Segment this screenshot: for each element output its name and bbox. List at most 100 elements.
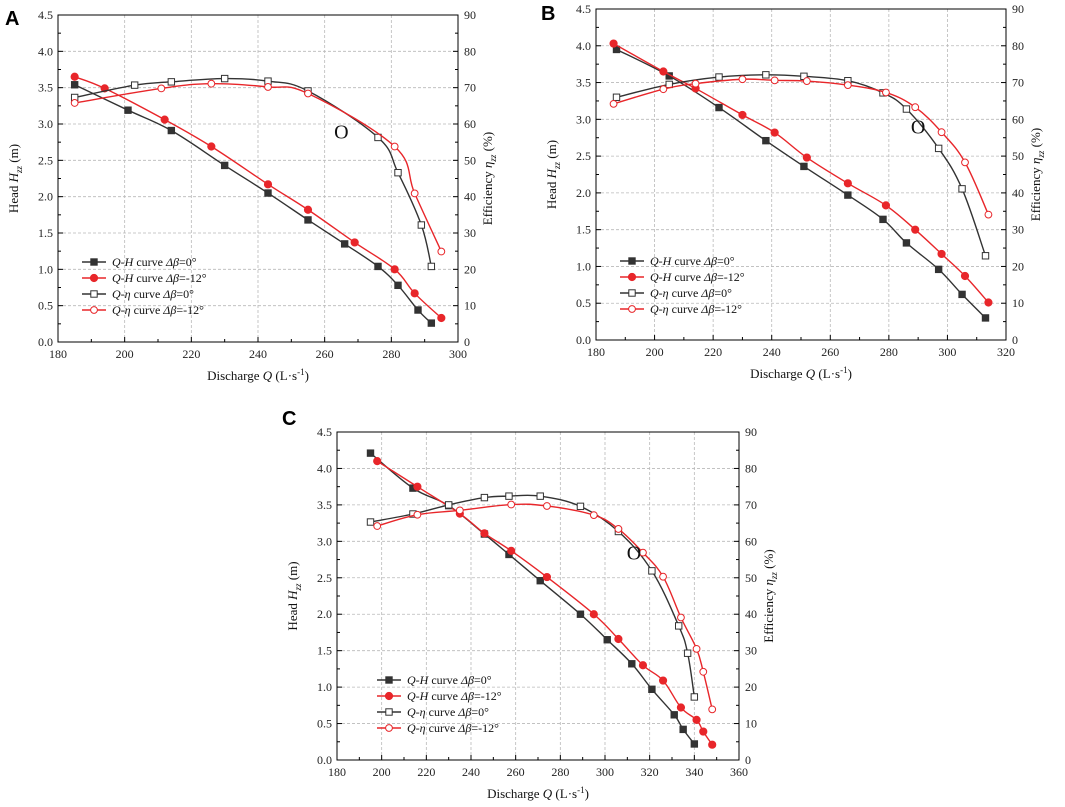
operating-point-label: O [911, 117, 925, 139]
legend-marker [385, 676, 393, 684]
data-point [542, 572, 552, 582]
data-point [958, 290, 966, 299]
data-point [676, 703, 686, 712]
data-point [576, 610, 585, 618]
y-tick-label: 4.0 [317, 461, 332, 475]
y2-tick-label: 0 [464, 335, 470, 349]
y2-tick-label: 40 [464, 190, 476, 204]
series-line [74, 77, 433, 267]
series-3 [612, 71, 990, 260]
operating-point-label: O [334, 121, 348, 143]
x-tick-label: 220 [182, 347, 200, 361]
data-point [984, 210, 993, 219]
x-tick-label: 360 [730, 765, 748, 779]
series-line [613, 78, 990, 215]
data-point [612, 93, 621, 101]
y2-tick-label: 90 [1012, 2, 1024, 16]
y-tick-label: 0.0 [38, 335, 53, 349]
data-point [902, 239, 911, 247]
y-tick-label: 4.5 [317, 425, 332, 439]
y2-tick-label: 80 [1012, 39, 1024, 53]
data-point [576, 502, 585, 511]
y-tick-label: 3.0 [576, 112, 591, 126]
grid-lines [596, 9, 1006, 340]
y-tick-label: 0.5 [576, 296, 591, 310]
legend-marker [89, 273, 99, 283]
x-tick-label: 300 [449, 347, 467, 361]
legend-marker [90, 258, 98, 266]
legend-marker [628, 305, 636, 313]
y2-tick-label: 60 [464, 117, 476, 131]
x-tick-label: 280 [551, 765, 569, 779]
data-point [427, 262, 436, 271]
y-tick-label: 3.5 [317, 498, 332, 512]
data-point [410, 289, 419, 298]
series-4 [373, 500, 717, 714]
data-point [70, 81, 79, 89]
data-point [690, 693, 699, 701]
data-point [264, 189, 272, 197]
legend-entry: Q-H curve Δβ=-12° [112, 271, 207, 285]
data-point [770, 76, 779, 85]
data-point [350, 238, 359, 247]
y2-tick-label: 30 [745, 644, 757, 658]
y2-tick-label: 70 [745, 498, 757, 512]
y-tick-label: 2.5 [317, 571, 332, 585]
y-tick-label: 2.0 [38, 190, 53, 204]
data-point [692, 715, 701, 725]
x-tick-label: 320 [997, 345, 1015, 359]
data-point [683, 649, 692, 657]
y-tick-label: 2.0 [576, 186, 591, 200]
y2-axis-title: Efficiency ηzz (%) [761, 549, 779, 642]
data-point [70, 72, 79, 81]
y2-tick-label: 30 [464, 226, 476, 240]
legend-entry: Q-η curve Δβ=0° [112, 287, 194, 301]
y2-tick-label: 0 [745, 753, 751, 767]
data-point [390, 265, 399, 274]
legend-marker [385, 724, 393, 732]
y2-tick-label: 10 [745, 717, 757, 731]
data-point [802, 77, 811, 85]
y2-tick-label: 50 [1012, 149, 1024, 163]
data-point [958, 185, 966, 193]
data-point [762, 71, 770, 79]
legend-entry: Q-H curve Δβ=-12° [650, 270, 745, 284]
data-point [167, 126, 176, 135]
data-point [304, 216, 312, 224]
data-point [762, 136, 770, 145]
legend: Q-H curve Δβ=0° Q-H curve Δβ=-12° Q-η curv… [82, 255, 207, 317]
x-tick-label: 280 [880, 345, 898, 359]
data-point [659, 67, 668, 76]
data-point [124, 106, 132, 114]
data-point [738, 75, 747, 84]
y-tick-label: 0.5 [317, 717, 332, 731]
grid-lines [58, 15, 458, 342]
x-tick-label: 180 [587, 345, 605, 359]
series-2 [373, 457, 717, 749]
y-tick-label: 4.0 [576, 39, 591, 53]
x-axis-title: Discharge Q (L·s-1) [487, 785, 589, 801]
y-axis-title: Head Hzz (m) [544, 140, 562, 209]
x-tick-label: 200 [373, 765, 391, 779]
x-tick-label: 180 [49, 347, 67, 361]
legend-marker [90, 306, 98, 314]
data-point [658, 676, 668, 685]
data-point [374, 262, 382, 271]
legend-entry: Q-H curve Δβ=0° [407, 673, 492, 687]
y-axis-title: Head Hzz (m) [285, 561, 303, 630]
data-point [160, 115, 169, 124]
data-point [715, 73, 723, 81]
data-point [902, 105, 911, 113]
data-point [264, 83, 272, 91]
y-tick-label: 3.0 [317, 534, 332, 548]
series-line [74, 76, 442, 319]
operating-point-label: O [627, 542, 641, 564]
data-point [536, 576, 544, 585]
data-point [263, 180, 273, 189]
data-point [366, 518, 375, 526]
data-point [715, 103, 723, 112]
data-point [394, 168, 402, 177]
legend-marker [90, 290, 98, 298]
